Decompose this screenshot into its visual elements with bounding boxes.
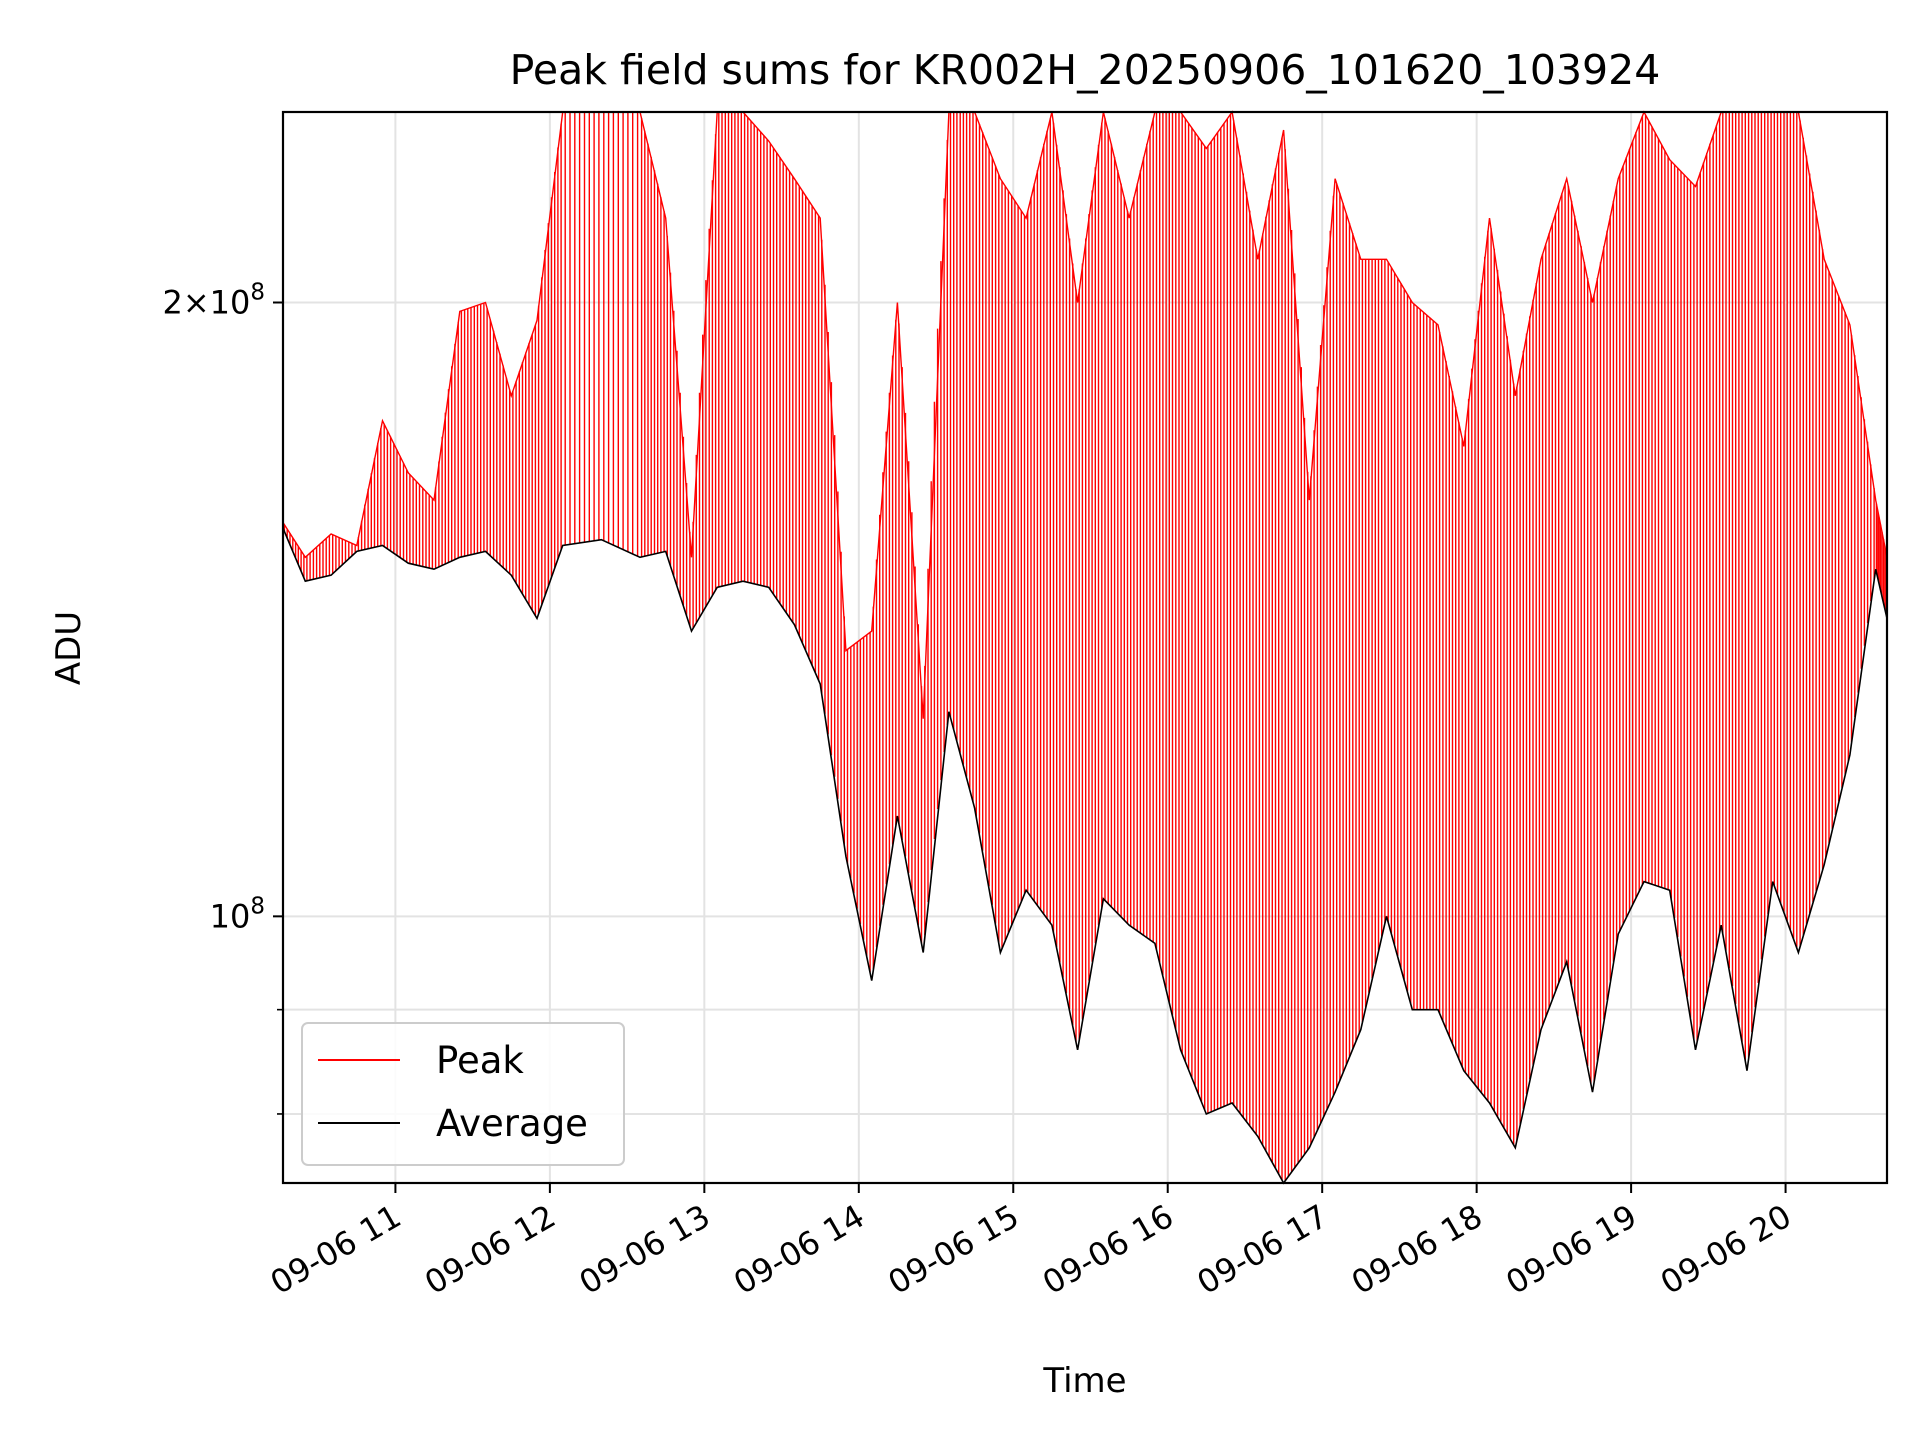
legend-box — [301, 1022, 625, 1166]
legend: Peak Average — [301, 1022, 625, 1166]
y-axis-title: ADU — [49, 611, 89, 685]
chart-title: Peak field sums for KR002H_20250906_1016… — [510, 46, 1661, 94]
x-axis-title: Time — [1042, 1361, 1126, 1401]
series-layer — [282, 110, 1888, 1185]
y-tick-label: 108 — [210, 893, 265, 935]
plot-frame — [281, 110, 1889, 1185]
legend-label-average: Average — [436, 1102, 588, 1145]
average-line — [282, 527, 1888, 1185]
peak-series — [282, 110, 1888, 1181]
y-tick-label: 2×108 — [162, 280, 265, 322]
y-axis: 108 2×108 — [162, 280, 283, 1115]
legend-label-peak: Peak — [436, 1039, 524, 1082]
